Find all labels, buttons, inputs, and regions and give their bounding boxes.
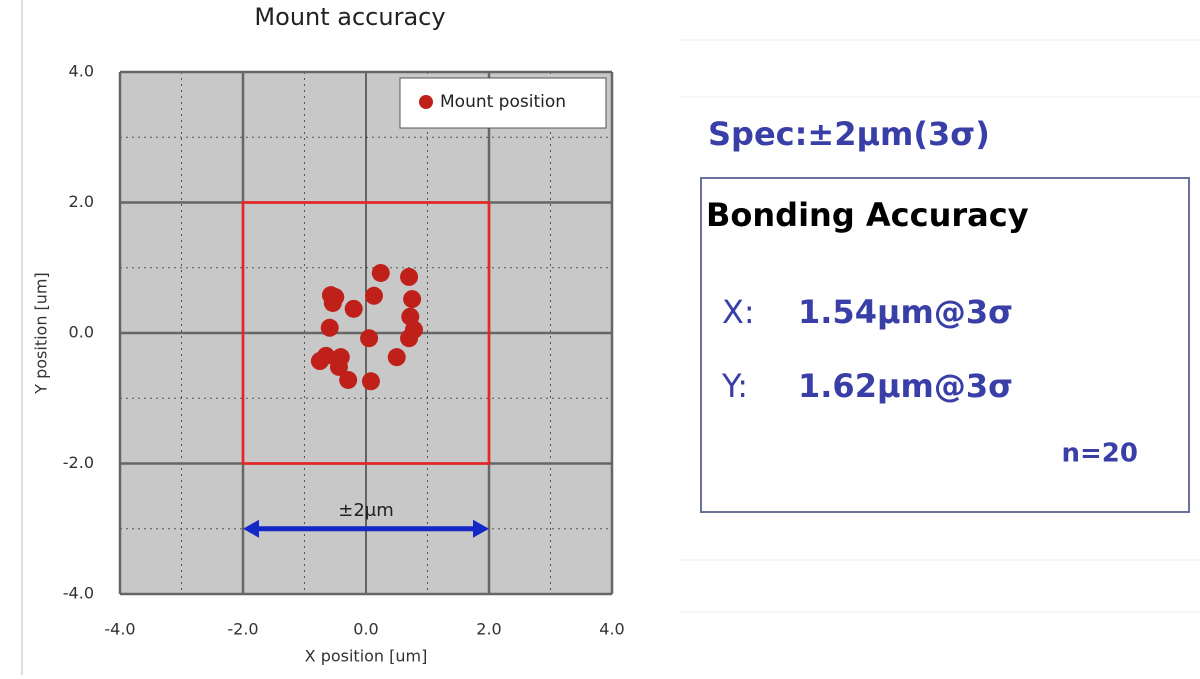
chart-title: Mount accuracy — [254, 3, 445, 31]
spec-text: Spec:±2μm(3σ) — [708, 115, 990, 153]
y-tick-label: 4.0 — [69, 62, 94, 81]
data-point — [371, 263, 390, 282]
legend-label: Mount position — [440, 92, 566, 112]
spec-box — [241, 201, 491, 465]
data-point — [387, 348, 406, 367]
arrow-label: ±2μm — [338, 500, 394, 521]
x-tick-label: -4.0 — [104, 620, 135, 639]
legend-box — [399, 77, 607, 129]
sample-count: n=20 — [1062, 439, 1138, 469]
data-point — [344, 299, 363, 318]
x-axis-label: X position [um] — [305, 647, 428, 666]
x-tick-label: 2.0 — [476, 620, 501, 639]
y-tick-label: 0.0 — [69, 323, 94, 342]
y-tick-label: 2.0 — [69, 192, 94, 211]
y-tick-label: -2.0 — [63, 453, 94, 472]
arrow-head — [473, 519, 489, 538]
arrow-head — [243, 519, 259, 538]
x-tick-label: 4.0 — [599, 620, 624, 639]
data-point — [326, 288, 345, 307]
row-value: 1.54μm@3σ — [798, 293, 1013, 331]
data-point — [329, 357, 348, 376]
data-point — [364, 286, 383, 305]
x-tick-label: 0.0 — [353, 620, 378, 639]
y-axis-label: Y position [um] — [32, 272, 51, 395]
result-box — [700, 177, 1190, 513]
y-tick-label: -4.0 — [63, 584, 94, 603]
row-value: 1.62μm@3σ — [798, 367, 1013, 405]
x-tick-label: -2.0 — [227, 620, 258, 639]
panel-title: Bonding Accuracy — [706, 196, 1029, 234]
data-point — [400, 267, 419, 286]
data-point — [317, 346, 336, 365]
legend-marker — [419, 95, 433, 109]
row-label: Y: — [721, 367, 748, 405]
data-point — [320, 318, 339, 337]
data-point — [361, 372, 380, 391]
data-point — [360, 329, 379, 348]
data-point — [339, 370, 358, 389]
data-point — [403, 290, 422, 309]
row-label: X: — [722, 293, 755, 331]
data-point — [404, 320, 423, 339]
